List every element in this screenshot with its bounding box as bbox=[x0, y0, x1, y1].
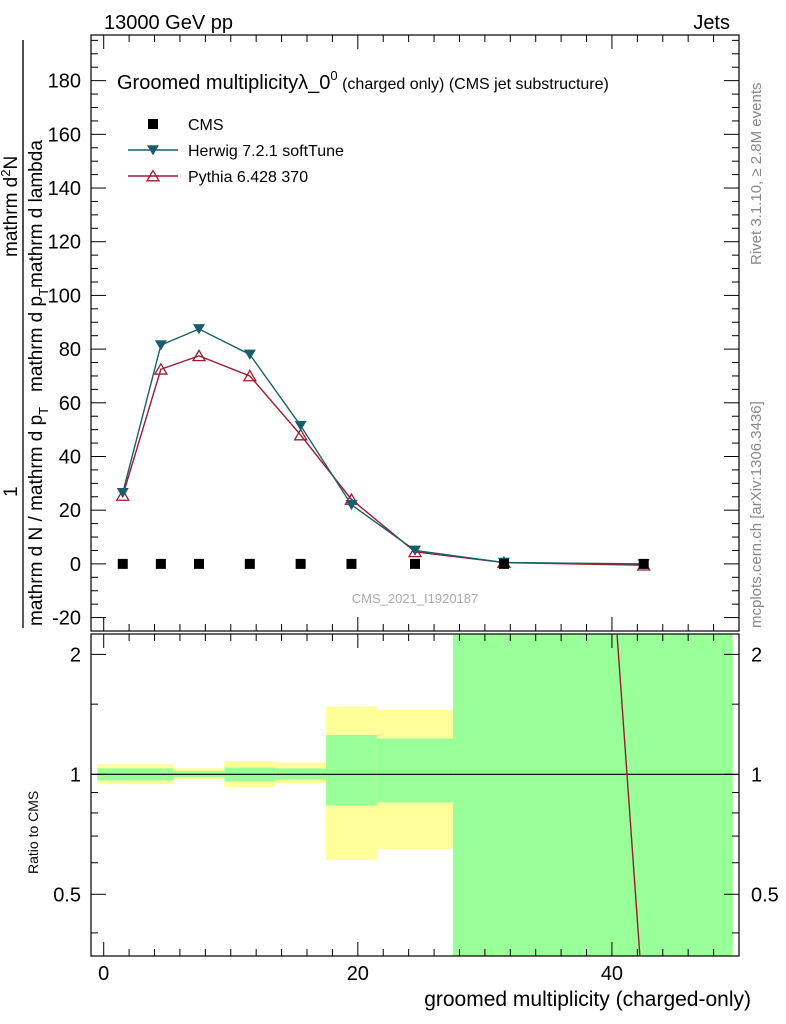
y-tick-label: -20 bbox=[52, 608, 81, 630]
ylabel-lower-rest: mathrm d lambda bbox=[26, 140, 47, 288]
y-tick-label: 140 bbox=[48, 178, 81, 200]
ratio-y-tick-label-right: 0.5 bbox=[751, 884, 779, 906]
analysis-watermark: CMS_2021_I1920187 bbox=[352, 591, 479, 606]
y-tick-label: 180 bbox=[48, 71, 81, 93]
main-plot-frame bbox=[90, 34, 740, 632]
ylabel-numerator-prefix: mathrm d bbox=[1, 177, 22, 257]
ratio-y-tick-label-right: 1 bbox=[751, 764, 762, 786]
ylabel-frac-one: 1 bbox=[1, 486, 22, 497]
data-point-herwig-7-2-1-softtune bbox=[294, 420, 307, 432]
ylabel-lower-main: mathrm d p bbox=[26, 296, 47, 392]
y-tick-label: 60 bbox=[59, 393, 81, 415]
data-point-herwig-7-2-1-softtune bbox=[409, 545, 421, 556]
ratio-y-tick-label: 2 bbox=[70, 644, 81, 666]
legend-label-pythia-6-428-370: Pythia 6.428 370 bbox=[188, 169, 308, 186]
x-axis-label: groomed multiplicity (charged-only) bbox=[424, 988, 751, 1011]
legend-label-cms: CMS bbox=[188, 117, 224, 134]
ratio-y-axis-label: Ratio to CMS bbox=[25, 791, 41, 874]
ratio-band-green-6 bbox=[453, 634, 733, 956]
data-point-pythia-6-428-370 bbox=[153, 362, 169, 375]
legend: CMS Herwig 7.2.1 softTune Pythia 6.428 370 bbox=[128, 117, 344, 186]
ylabel-denominator-sub: T bbox=[36, 407, 51, 415]
chart-title-rest: (charged only) (CMS jet substructure) bbox=[338, 76, 609, 93]
header-right: Jets bbox=[693, 12, 730, 34]
data-point-herwig-7-2-1-softtune bbox=[154, 340, 167, 351]
ratio-pythia-line bbox=[616, 633, 641, 957]
series-line-pythia-6-428-370 bbox=[122, 355, 644, 566]
ratio-band-green-5 bbox=[376, 738, 454, 803]
y-tick-label: 0 bbox=[70, 554, 81, 576]
y-tick-label: 120 bbox=[48, 232, 81, 254]
y-tick-label: 100 bbox=[48, 285, 81, 307]
data-point-herwig-7-2-1-softtune bbox=[116, 487, 129, 499]
header-left: 13000 GeV pp bbox=[104, 12, 233, 34]
ylabel-lower-sub: T bbox=[36, 288, 51, 296]
series-layer bbox=[115, 324, 651, 571]
ylabel-numerator: mathrm d2N bbox=[0, 156, 22, 257]
data-point-cms bbox=[194, 558, 204, 569]
data-point-cms bbox=[638, 558, 649, 569]
legend-marker-herwig-7-2-1-softtune bbox=[147, 145, 159, 156]
x-tick-label: 0 bbox=[98, 963, 109, 985]
main-y-axis-label: 1 mathrm d N / mathrm d pT mathrm d2N ma… bbox=[0, 40, 51, 628]
main-x-ticks bbox=[103, 35, 740, 631]
mcplots-label: mcplots.cern.ch [arXiv:1306.3436] bbox=[748, 401, 765, 628]
data-point-cms bbox=[295, 558, 306, 569]
chart-title-sup: 0 bbox=[330, 68, 337, 83]
y-tick-label: 20 bbox=[59, 500, 81, 522]
rivet-label: Rivet 3.1.10, ≥ 2.8M events bbox=[748, 83, 765, 266]
ratio-uncertainty-bands bbox=[97, 634, 733, 956]
ylabel-numerator-main: N bbox=[1, 156, 22, 170]
ratio-y-tick-label: 0.5 bbox=[53, 884, 81, 906]
data-point-cms bbox=[346, 558, 357, 569]
series-line-herwig-7-2-1-softtune bbox=[122, 328, 644, 565]
data-point-herwig-7-2-1-softtune bbox=[243, 349, 256, 360]
ratio-y-ticks: 0.5 0.5 1 1 2 2 bbox=[53, 644, 779, 934]
ratio-y-tick-label-right: 2 bbox=[751, 644, 762, 666]
legend-label-herwig-7-2-1-softtune: Herwig 7.2.1 softTune bbox=[188, 143, 344, 160]
x-tick-label: 20 bbox=[347, 963, 369, 985]
main-y-ticks: -20 0 20 40 60 80 100 120 140 160 180 bbox=[48, 39, 739, 632]
chart-title-main: Groomed multiplicityλ_0 bbox=[117, 72, 330, 94]
ratio-plot-frame bbox=[90, 633, 740, 957]
ratio-x-ticks: 0 20 40 bbox=[98, 634, 740, 985]
y-tick-label: 40 bbox=[59, 446, 81, 468]
data-point-pythia-6-428-370 bbox=[293, 428, 308, 441]
data-point-herwig-7-2-1-softtune bbox=[193, 324, 205, 335]
legend-marker-cms bbox=[148, 119, 158, 129]
data-point-pythia-6-428-370 bbox=[191, 349, 207, 362]
ylabel-numerator-sup: 2 bbox=[0, 170, 13, 177]
ratio-y-tick-label: 1 bbox=[70, 764, 81, 786]
data-point-cms bbox=[155, 558, 166, 569]
chart-title: Groomed multiplicityλ_00 (charged only) … bbox=[117, 68, 609, 94]
x-tick-label: 40 bbox=[601, 963, 623, 985]
y-tick-label: 80 bbox=[59, 339, 81, 361]
ylabel-denominator: mathrm d N / mathrm d pT bbox=[26, 407, 51, 626]
y-tick-label: 160 bbox=[48, 124, 81, 146]
data-point-cms bbox=[117, 558, 128, 569]
ylabel-denominator-main: mathrm d N / mathrm d p bbox=[26, 415, 47, 626]
data-point-pythia-6-428-370 bbox=[242, 369, 257, 382]
ylabel-lower: mathrm d pTmathrm d lambda bbox=[26, 140, 51, 392]
legend-marker-pythia-6-428-370 bbox=[145, 169, 161, 182]
ratio-band-green-4 bbox=[326, 735, 377, 806]
data-point-herwig-7-2-1-softtune bbox=[345, 500, 358, 511]
data-point-cms bbox=[410, 558, 420, 569]
ratio-lines bbox=[91, 633, 739, 957]
data-point-cms bbox=[244, 558, 255, 569]
data-point-pythia-6-428-370 bbox=[115, 488, 130, 501]
data-point-cms bbox=[498, 558, 509, 569]
